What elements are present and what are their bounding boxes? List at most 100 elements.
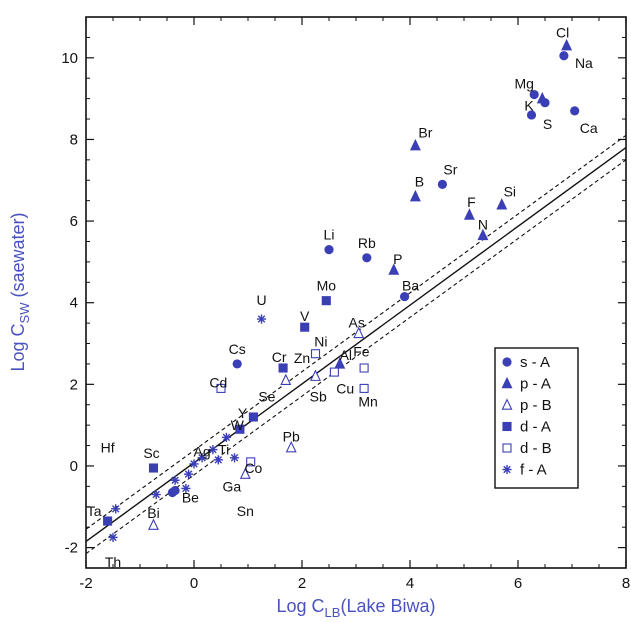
data-point xyxy=(310,349,321,359)
point-label: P xyxy=(393,251,402,267)
data-point xyxy=(477,228,489,241)
star-stroke xyxy=(152,490,160,499)
point-label: Ti xyxy=(218,442,229,458)
x-tick-label: 2 xyxy=(298,575,306,592)
data-point xyxy=(239,467,251,479)
point-label: B xyxy=(415,174,424,190)
y-tick-label: 4 xyxy=(70,295,78,312)
point-label: Hf xyxy=(101,440,115,456)
data-point xyxy=(321,296,331,306)
legend-label: f - A xyxy=(520,462,547,479)
y-tick-label: -2 xyxy=(65,540,78,557)
data-point xyxy=(559,51,569,61)
point-label: S xyxy=(543,116,552,132)
data-point xyxy=(334,357,346,369)
legend: s - A p - A p - B d - A d - B f - A xyxy=(494,347,579,489)
point-label: V xyxy=(300,308,310,324)
point-label: Ni xyxy=(314,333,327,349)
data-point xyxy=(189,459,199,469)
data-point xyxy=(329,367,339,377)
reference-line-dashed-2 xyxy=(85,159,627,555)
star-stroke xyxy=(109,533,117,542)
star-stroke xyxy=(214,456,223,464)
star-stroke xyxy=(209,445,217,454)
data-point xyxy=(170,475,180,485)
star-stroke xyxy=(222,433,231,442)
point-label: Ba xyxy=(402,278,419,294)
data-point xyxy=(359,383,369,393)
point-label: Ga xyxy=(222,478,241,494)
point-label: Li xyxy=(324,227,335,243)
reference-line-solid-0 xyxy=(85,147,627,543)
point-label: Co xyxy=(244,460,262,476)
data-point xyxy=(409,138,421,151)
legend-marker xyxy=(502,443,512,453)
legend-label: p - A xyxy=(520,376,551,393)
star-stroke xyxy=(230,454,239,462)
data-point xyxy=(285,440,297,453)
star-stroke xyxy=(198,454,206,462)
point-label: Bi xyxy=(147,505,159,521)
legend-label: p - B xyxy=(520,397,552,414)
x-tick-label: 6 xyxy=(514,575,522,592)
y-axis-title: Log CSW (saewater) xyxy=(8,212,32,371)
x-tick-label: 8 xyxy=(622,575,630,592)
data-point xyxy=(216,383,226,393)
point-label: Fe xyxy=(353,344,370,360)
point-label: N xyxy=(478,216,488,232)
point-label: Na xyxy=(575,55,593,71)
legend-label: d - B xyxy=(520,440,552,457)
data-point xyxy=(111,504,121,514)
legend-marker xyxy=(501,398,513,410)
data-point xyxy=(536,91,548,104)
point-labels: Na Mg KS Ca Sr Li Rb Ba Cs Be Cl Br B Si FN P Al As Pb Mo V C… xyxy=(87,25,598,570)
point-label: Sb xyxy=(310,389,327,405)
point-label: Ca xyxy=(580,120,598,136)
point-label: Y xyxy=(238,405,248,421)
data-point xyxy=(103,516,113,526)
point-label: Br xyxy=(418,125,432,141)
point-label: Cl xyxy=(556,25,569,41)
data-point xyxy=(526,110,537,120)
legend-label: s - A xyxy=(520,354,550,371)
point-label: Mn xyxy=(358,393,377,409)
point-label: Ta xyxy=(87,503,102,519)
data-point xyxy=(561,38,573,51)
star-stroke xyxy=(257,315,266,323)
data-point xyxy=(151,489,161,500)
data-point xyxy=(300,322,310,332)
y-tick-label: 6 xyxy=(70,213,78,230)
data-point xyxy=(359,363,369,373)
series-d-B xyxy=(216,349,369,467)
series-d-A xyxy=(103,296,331,526)
data-point xyxy=(208,445,218,455)
axis-ticks: -2 0 2 4 6 8 -2 0 2 4 6 8 10 xyxy=(61,17,630,592)
data-point xyxy=(496,198,508,210)
legend-marker xyxy=(502,421,512,432)
star-stroke xyxy=(503,465,511,474)
data-points xyxy=(103,38,580,542)
data-point xyxy=(463,208,475,220)
point-label: Ag xyxy=(194,444,211,460)
data-point xyxy=(246,457,256,467)
star-stroke xyxy=(184,470,193,478)
point-label: Zn xyxy=(294,350,310,366)
point-label: F xyxy=(467,194,476,210)
point-label: Se xyxy=(258,389,275,405)
data-point xyxy=(409,189,421,202)
data-point xyxy=(570,106,580,116)
data-point xyxy=(213,455,223,465)
data-point xyxy=(229,453,240,463)
point-label: Th xyxy=(105,554,121,570)
point-label: K xyxy=(524,98,534,114)
data-point xyxy=(362,253,372,263)
data-point xyxy=(278,363,288,373)
point-label: Cr xyxy=(272,349,287,365)
legend-marker xyxy=(502,464,512,475)
point-label: Sc xyxy=(143,445,159,461)
point-label: Rb xyxy=(358,235,376,251)
reference-line-dashed-1 xyxy=(85,134,627,530)
x-tick-label: 0 xyxy=(190,575,198,592)
point-label: W xyxy=(231,417,245,433)
